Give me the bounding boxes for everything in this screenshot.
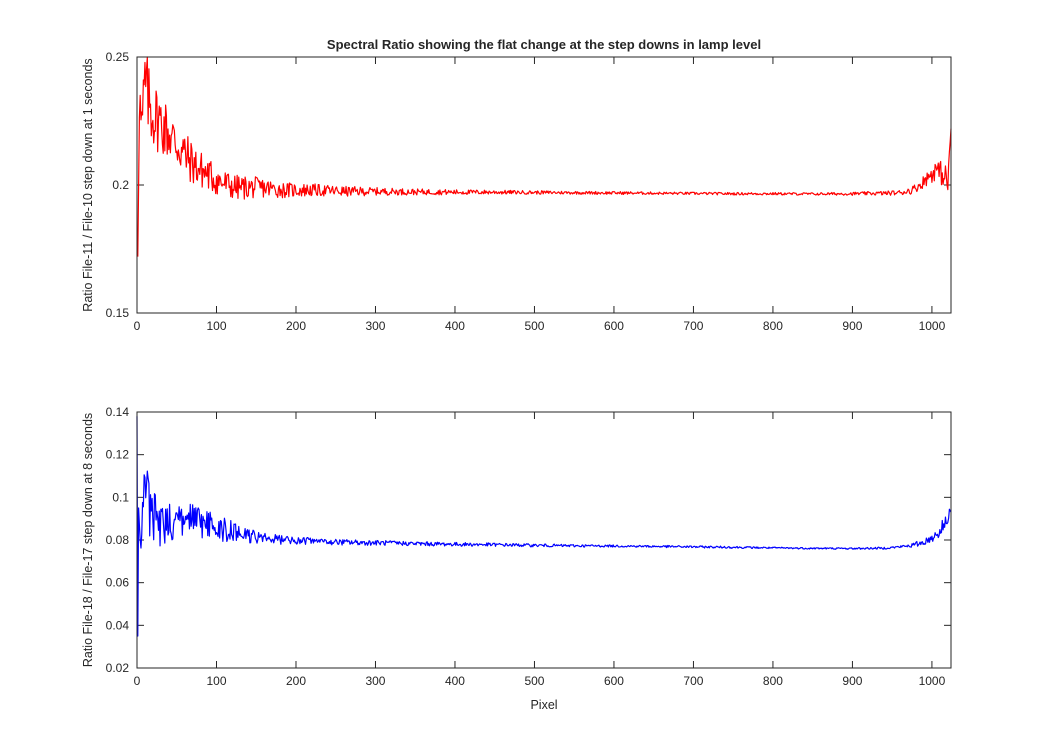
x-axis-label: Pixel	[530, 698, 557, 712]
x-tick-label: 700	[683, 319, 703, 333]
subplot-top: Spectral Ratio showing the flat change a…	[81, 37, 952, 333]
x-tick-label: 1000	[919, 674, 946, 688]
axis-ticks: 0 100 200 300 400 500 600 700 800 900 1000 0.15 0.2 0…	[106, 50, 951, 333]
x-tick-label: 200	[286, 674, 306, 688]
x-tick-label: 0	[134, 319, 141, 333]
x-tick-label: 900	[842, 674, 862, 688]
subplot-bottom: Ratio File-18 / File-17 step down at 8 s…	[81, 405, 952, 712]
y-tick-label: 0.12	[106, 448, 130, 462]
y-tick-label: 0.2	[112, 178, 129, 192]
x-tick-label: 400	[445, 674, 465, 688]
y-tick-label: 0.06	[106, 576, 130, 590]
axis-ticks: 0 100 200 300 400 500 600 700 800 900 1000 0.02 0.04…	[106, 405, 951, 688]
x-tick-label: 600	[604, 319, 624, 333]
x-tick-label: 700	[683, 674, 703, 688]
series-group	[136, 416, 952, 637]
axes-frame	[136, 56, 952, 314]
y-tick-label: 0.1	[112, 490, 129, 504]
axes-frame	[136, 411, 952, 669]
y-tick-label: 0.02	[106, 661, 130, 675]
x-tick-label: 600	[604, 674, 624, 688]
series-line	[136, 416, 952, 637]
y-tick-label: 0.15	[106, 306, 130, 320]
x-tick-label: 500	[524, 319, 544, 333]
y-tick-label: 0.08	[106, 533, 130, 547]
series-line	[137, 56, 952, 257]
x-tick-label: 300	[365, 319, 385, 333]
y-axis-label: Ratio File-11 / File-10 step down at 1 s…	[81, 58, 95, 311]
x-tick-label: 800	[763, 674, 783, 688]
y-tick-label: 0.25	[106, 50, 130, 64]
x-tick-label: 500	[524, 674, 544, 688]
axes-box	[137, 412, 951, 668]
x-tick-label: 100	[206, 674, 226, 688]
axes-box	[137, 57, 951, 313]
x-tick-label: 400	[445, 319, 465, 333]
x-tick-label: 800	[763, 319, 783, 333]
x-tick-label: 200	[286, 319, 306, 333]
chart-title: Spectral Ratio showing the flat change a…	[327, 37, 761, 52]
x-tick-label: 0	[134, 674, 141, 688]
x-tick-label: 300	[365, 674, 385, 688]
x-tick-label: 100	[206, 319, 226, 333]
x-tick-label: 1000	[919, 319, 946, 333]
x-tick-label: 900	[842, 319, 862, 333]
y-axis-label: Ratio File-18 / File-17 step down at 8 s…	[81, 413, 95, 667]
y-tick-label: 0.04	[106, 618, 130, 632]
y-tick-label: 0.14	[106, 405, 130, 419]
series-group	[137, 56, 952, 257]
